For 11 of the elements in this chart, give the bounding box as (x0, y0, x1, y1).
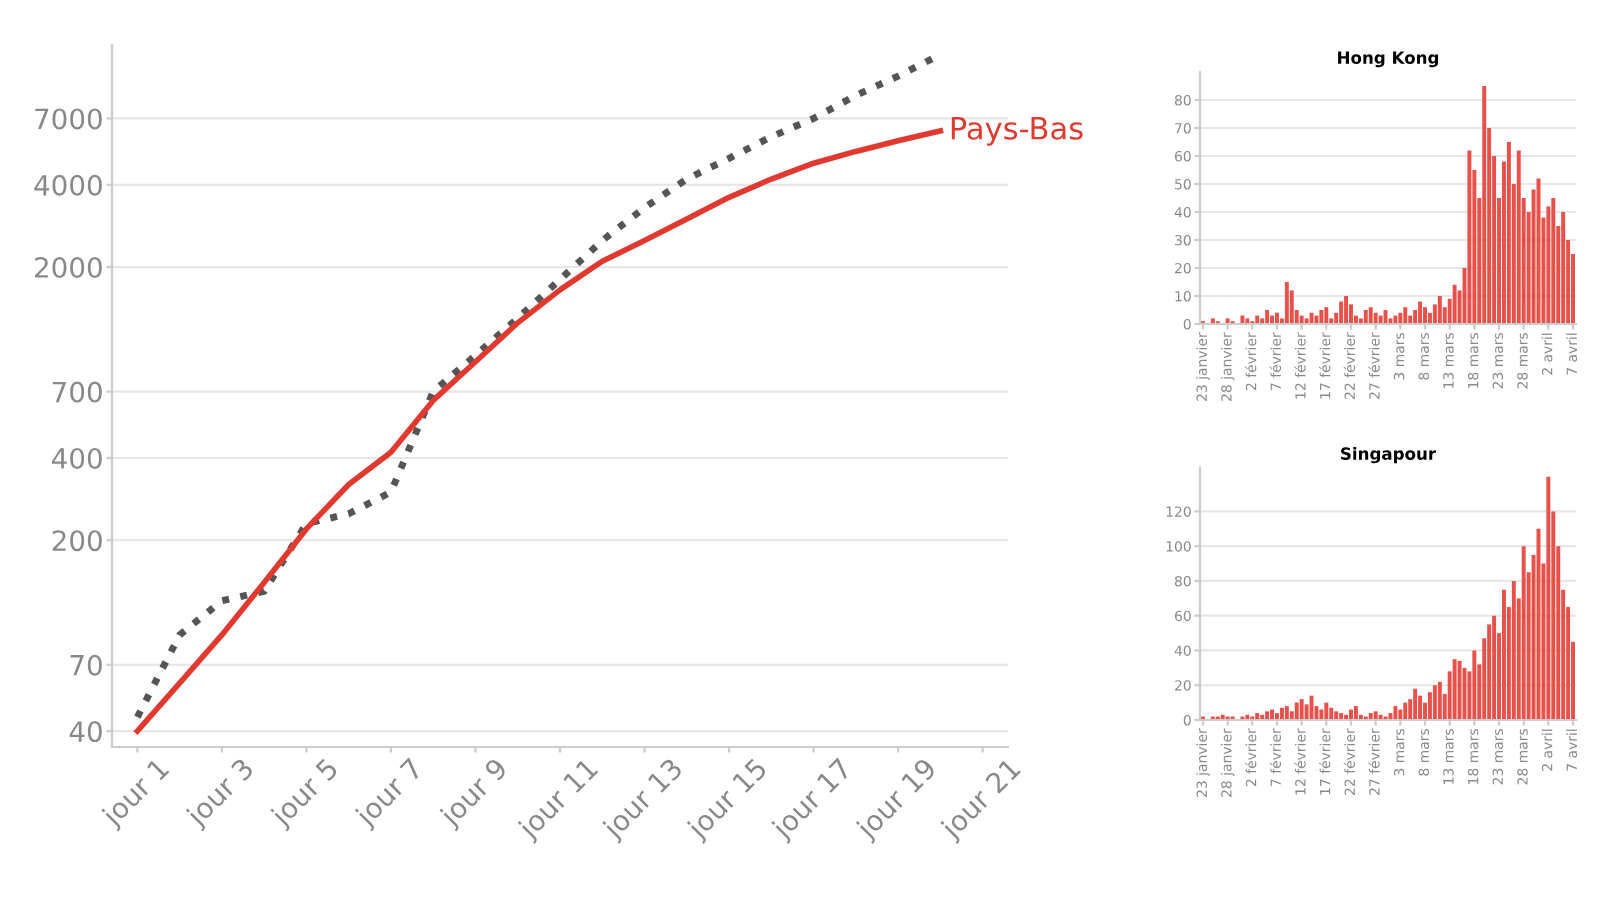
y-tick-label: 70 (70, 654, 102, 676)
y-tick-label: 400 (52, 447, 102, 469)
y-tick-label: 7000 (35, 108, 102, 130)
chart-title: Hong Kong (1338, 51, 1439, 68)
y-tick-label: 40 (69, 721, 102, 743)
y-tick-label: 700 (52, 381, 102, 403)
chart-title: Singapour (1341, 447, 1437, 464)
series-label: Pays-Bas (951, 117, 1083, 146)
y-tick-label: 4000 (34, 174, 102, 196)
y-tick-label: 200 (52, 530, 102, 552)
y-tick-label: 2000 (35, 257, 102, 279)
